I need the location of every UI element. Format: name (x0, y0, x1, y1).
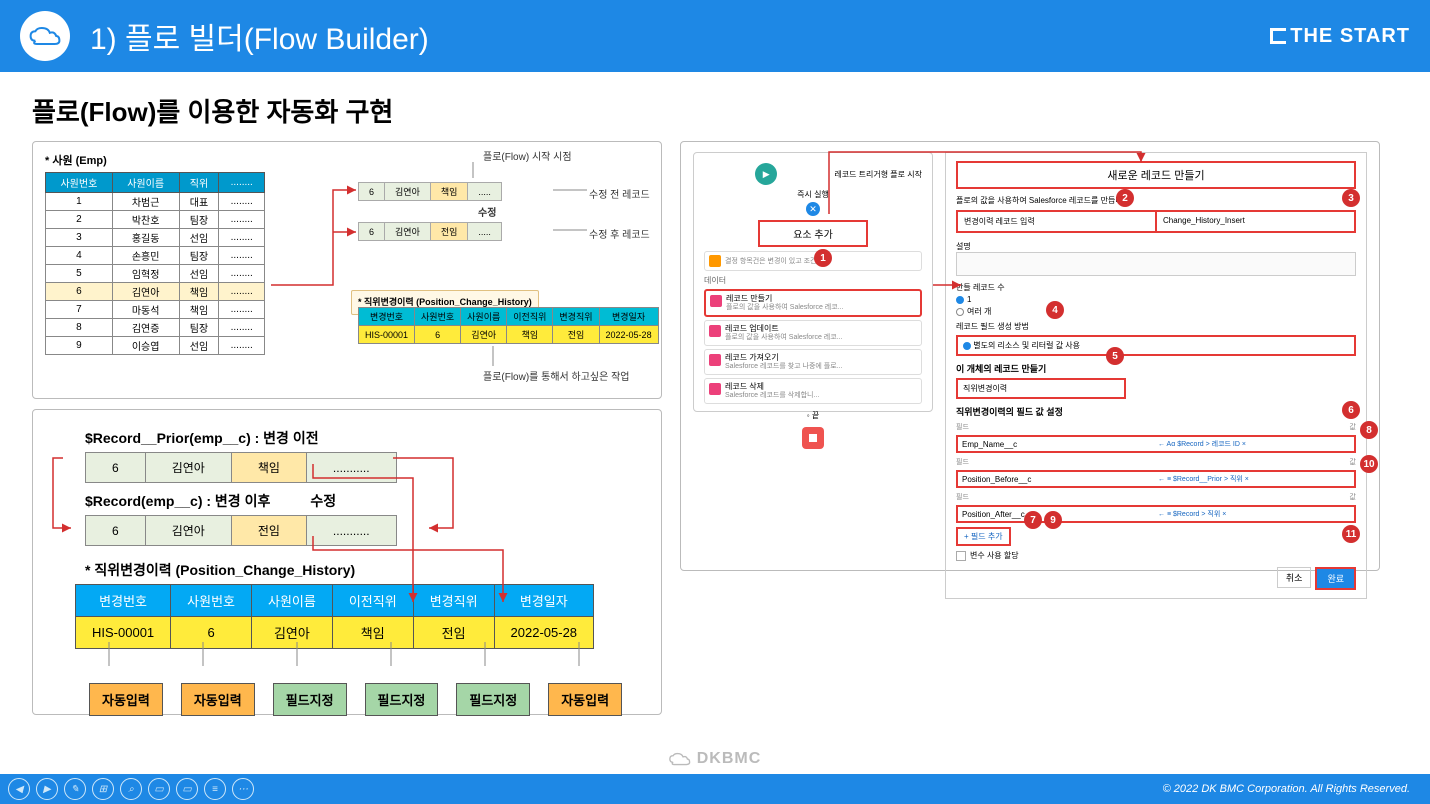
marker-2: 2 (1116, 189, 1134, 207)
marker-11: 11 (1342, 525, 1360, 543)
mini-after-row: 6김연아전임..... (358, 222, 502, 241)
start-icon: ▶ (755, 163, 777, 185)
field-mapping-row[interactable]: Position_After__c← ≡ $Record > 직위 × (956, 505, 1356, 523)
rec-after-table: 6김연아전임........... (85, 515, 397, 546)
label-modify-2: 수정 (310, 491, 336, 511)
rec-prior-table: 6김연아책임........... (85, 452, 397, 483)
mini-before-row: 6김연아책임..... (358, 182, 502, 201)
marker-3: 3 (1342, 189, 1360, 207)
emp-table: 사원번호사원이름직위........ 1차범근대표........2박찬호팀장.… (45, 172, 265, 355)
input-tag: 자동입력 (181, 683, 255, 716)
input-tag: 자동입력 (89, 683, 163, 716)
data-section: 데이터 (704, 275, 922, 286)
api-input[interactable]: Change_History_Insert (1157, 210, 1356, 233)
rec-after-label: $Record(emp__c) : 변경 이후 (85, 491, 270, 511)
x-icon: ✕ (806, 202, 820, 216)
marker-7: 7 (1024, 511, 1042, 529)
marker-8: 8 (1360, 421, 1378, 439)
marker-4: 4 (1046, 301, 1064, 319)
done-button[interactable]: 완료 (1315, 567, 1356, 590)
label-modify: 수정 (478, 204, 496, 219)
input-tag: 자동입력 (548, 683, 622, 716)
label-input[interactable]: 변경이력 레코드 입력 (956, 210, 1157, 233)
config-form: 새로운 레코드 만들기 플로의 값을 사용하여 Salesforce 레코드를 … (945, 152, 1367, 599)
palette-item[interactable]: 레코드 만들기플로의 값을 사용하여 Salesforce 레코... (704, 289, 922, 317)
method-label: 레코드 필드 생성 방법 (956, 321, 1356, 332)
method-radio[interactable]: 별도의 리소스 및 리터럴 값 사용 (956, 335, 1356, 356)
label-start: 플로(Flow) 시작 시점 (483, 148, 572, 163)
flow-canvas: ▶ 레코드 트리거형 플로 시작 즉시 실행 ✕ 요소 추가 결정 항목건은 변… (693, 152, 933, 412)
decision-icon (709, 255, 721, 267)
input-tag: 필드지정 (273, 683, 347, 716)
radio-one[interactable]: 1 (956, 295, 1356, 304)
field-mapping-row[interactable]: Position_Before__c← ≡ $Record__Prior > 직… (956, 470, 1356, 488)
run-now: 즉시 실행 (704, 189, 922, 200)
input-tag: 필드지정 (365, 683, 439, 716)
rec-prior-label: $Record__Prior(emp__c) : 변경 이전 (85, 428, 649, 448)
config-desc: 플로의 값을 사용하여 Salesforce 레코드를 만듭니다. (956, 195, 1356, 206)
palette-item[interactable]: 레코드 가져오기Salesforce 레코드를 찾고 나중에 플로... (704, 349, 922, 375)
copyright: © 2022 DK BMC Corporation. All Rights Re… (1163, 783, 1410, 795)
page-header: 1) 플로 빌더(Flow Builder) THE START (0, 0, 1430, 72)
diagram-panel-2: $Record__Prior(emp__c) : 변경 이전 6김연아책임...… (32, 409, 662, 715)
emp-col: 직위 (179, 173, 219, 193)
palette-item[interactable]: 레코드 업데이트플로의 값을 사용하여 Salesforce 레코... (704, 320, 922, 346)
label-want: 플로(Flow)를 통해서 하고싶은 작업 (483, 368, 630, 383)
dkbmc-logo: DKBMC (669, 750, 762, 768)
hist-table-lg: 변경번호사원번호사원이름이전직위변경직위변경일자 HIS-000016김연아책임… (75, 584, 594, 649)
hist-title-lg: * 직위변경이력 (Position_Change_History) (85, 560, 649, 580)
trigger-label: 레코드 트리거형 플로 시작 (834, 169, 922, 180)
marker-6: 6 (1342, 401, 1360, 419)
fieldset-label: 직위변경이력의 필드 값 설정 (956, 405, 1356, 418)
label-before: 수정 전 레코드 (589, 186, 650, 201)
label-after: 수정 후 레코드 (589, 226, 650, 241)
desc-label: 설명 (956, 241, 1356, 252)
radio-many[interactable]: 여러 개 (956, 306, 1356, 317)
palette-item[interactable]: 레코드 삭제Salesforce 레코드를 삭제합니... (704, 378, 922, 404)
field-mapping-row[interactable]: Emp_Name__c← Aα $Record > 레코드 ID × (956, 435, 1356, 453)
input-tag: 필드지정 (456, 683, 530, 716)
object-label: 이 개체의 레코드 만들기 (956, 362, 1356, 375)
cancel-button[interactable]: 취소 (1277, 567, 1312, 588)
description-textarea[interactable] (956, 252, 1356, 276)
emp-col: 사원이름 (112, 173, 179, 193)
config-title: 새로운 레코드 만들기 (956, 161, 1356, 189)
slideshow-controls[interactable]: ◀▶✎⊞⌕▭▭≡⋯ (8, 778, 254, 800)
emp-col: 사원번호 (46, 173, 113, 193)
marker-5: 5 (1106, 347, 1124, 365)
end-label: 끝 (812, 411, 819, 420)
add-element-button[interactable]: 요소 추가 (758, 220, 868, 247)
input-tags: 자동입력 자동입력 필드지정 필드지정 필드지정 자동입력 (89, 683, 649, 716)
marker-10: 10 (1360, 455, 1378, 473)
stop-icon (802, 427, 824, 449)
add-field-button[interactable]: + 필드 추가 (956, 527, 1011, 546)
object-input[interactable]: 직위변경이력 (956, 378, 1126, 399)
diagram-panel-1: * 사원 (Emp) 사원번호사원이름직위........ 1차범근대표....… (32, 141, 662, 399)
flow-config-panel: ▶ 레코드 트리거형 플로 시작 즉시 실행 ✕ 요소 추가 결정 항목건은 변… (680, 141, 1380, 571)
emp-col: ........ (219, 173, 265, 193)
marker-9: 9 (1044, 511, 1062, 529)
page-title: 1) 플로 빌더(Flow Builder) (90, 14, 429, 58)
hist-table-sm: 변경번호사원번호사원이름이전직위변경직위변경일자 HIS-000016김연아책임… (358, 307, 659, 344)
cloud-icon (20, 11, 70, 61)
section-title: 플로(Flow)를 이용한 자동화 구현 (32, 92, 1398, 129)
count-label: 만들 레코드 수 (956, 282, 1356, 293)
footer-bar: ◀▶✎⊞⌕▭▭≡⋯ © 2022 DK BMC Corporation. All… (0, 774, 1430, 804)
marker-1: 1 (814, 249, 832, 267)
brand-logo: THE START (1270, 25, 1410, 48)
assign-var-checkbox[interactable]: 변수 사용 할당 (956, 550, 1356, 561)
